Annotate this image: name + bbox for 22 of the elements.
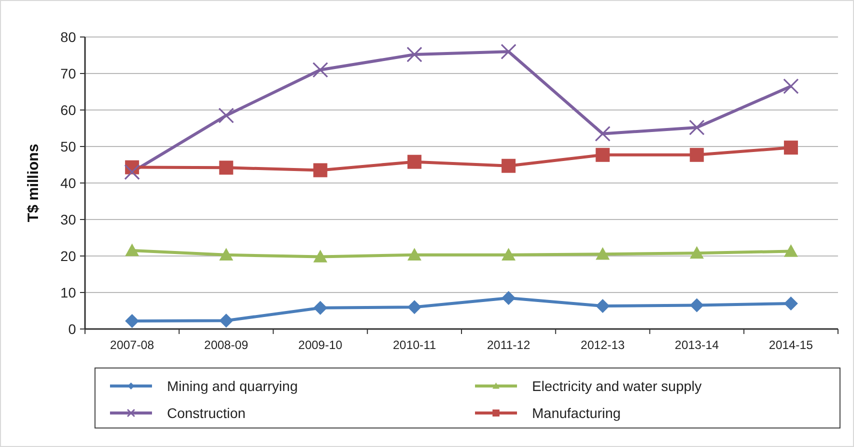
legend-label: Manufacturing xyxy=(532,404,621,421)
legend-label: Construction xyxy=(167,404,246,421)
y-tick-label: 30 xyxy=(60,211,76,228)
x-tick-label: 2011-12 xyxy=(486,338,530,352)
y-tick-label: 40 xyxy=(60,174,76,191)
x-tick-label: 2008-09 xyxy=(204,338,249,352)
y-tick-label: 20 xyxy=(60,248,76,264)
y-tick-label: 10 xyxy=(60,284,76,300)
legend-label: Mining and quarrying xyxy=(167,378,298,394)
legend-label: Electricity and water supply xyxy=(532,378,702,394)
x-tick-label: 2014-15 xyxy=(768,338,814,352)
y-tick-label: 80 xyxy=(60,28,76,45)
y-tick-label: 0 xyxy=(68,320,76,337)
x-tick-label: 2012-13 xyxy=(580,338,626,352)
x-tick-label: 2009-10 xyxy=(298,338,343,352)
x-tick-label: 2007-08 xyxy=(110,338,154,352)
x-tick-label: 2010-11 xyxy=(392,338,436,352)
y-tick-label: 70 xyxy=(60,65,76,82)
y-tick-label: 60 xyxy=(60,102,76,118)
x-tick-label: 2013-14 xyxy=(674,338,720,352)
y-tick-label: 50 xyxy=(60,138,76,154)
y-axis-title: T$ millions xyxy=(25,144,42,222)
